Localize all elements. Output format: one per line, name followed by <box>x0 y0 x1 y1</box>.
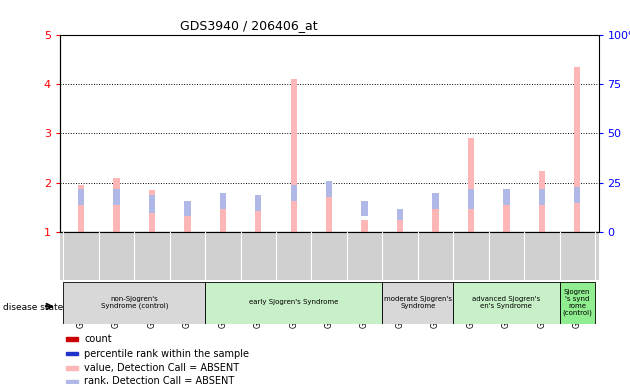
Bar <box>66 380 78 383</box>
Bar <box>184 205 191 232</box>
FancyBboxPatch shape <box>205 282 382 324</box>
Bar <box>574 187 580 203</box>
Text: percentile rank within the sample: percentile rank within the sample <box>84 349 249 359</box>
Bar <box>397 209 403 220</box>
Bar <box>184 201 191 217</box>
FancyBboxPatch shape <box>559 282 595 324</box>
Bar <box>149 190 155 232</box>
Text: non-Sjogren's
Syndrome (control): non-Sjogren's Syndrome (control) <box>101 296 168 309</box>
Bar <box>467 138 474 232</box>
Bar <box>78 189 84 205</box>
Bar <box>326 181 333 197</box>
Text: early Sjogren's Syndrome: early Sjogren's Syndrome <box>249 300 338 305</box>
Bar <box>432 193 438 209</box>
Text: disease state: disease state <box>3 303 64 312</box>
Bar <box>149 195 155 213</box>
Title: GDS3940 / 206406_at: GDS3940 / 206406_at <box>180 19 317 32</box>
Bar <box>326 193 333 232</box>
Bar <box>362 201 368 217</box>
Bar <box>113 178 120 232</box>
Text: Sjogren
's synd
rome
(control): Sjogren 's synd rome (control) <box>563 289 592 316</box>
Bar <box>397 220 403 232</box>
Bar <box>220 193 226 232</box>
Bar <box>66 366 78 369</box>
Bar <box>290 79 297 232</box>
Bar <box>467 189 474 209</box>
Bar <box>432 208 438 232</box>
Text: moderate Sjogren's
Syndrome: moderate Sjogren's Syndrome <box>384 296 452 309</box>
Text: rank, Detection Call = ABSENT: rank, Detection Call = ABSENT <box>84 376 234 384</box>
Bar <box>66 352 78 355</box>
Bar <box>255 195 261 210</box>
Text: value, Detection Call = ABSENT: value, Detection Call = ABSENT <box>84 363 239 373</box>
FancyBboxPatch shape <box>64 282 205 324</box>
FancyBboxPatch shape <box>382 282 453 324</box>
Bar <box>503 189 510 205</box>
Bar <box>539 170 545 232</box>
Bar <box>574 67 580 232</box>
Bar <box>113 189 120 205</box>
Bar <box>362 220 368 232</box>
Text: count: count <box>84 334 112 344</box>
Bar <box>503 190 510 232</box>
Bar <box>255 195 261 232</box>
Bar <box>66 338 78 341</box>
Bar <box>539 189 545 205</box>
Text: advanced Sjogren's
en's Syndrome: advanced Sjogren's en's Syndrome <box>472 296 541 309</box>
Bar <box>78 185 84 232</box>
Bar <box>290 185 297 201</box>
FancyBboxPatch shape <box>453 282 559 324</box>
Bar <box>220 193 226 209</box>
